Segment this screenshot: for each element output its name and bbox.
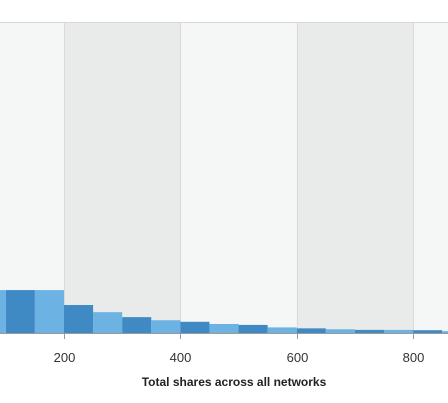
histogram-bar bbox=[384, 329, 414, 333]
x-tick-label: 600 bbox=[287, 350, 309, 365]
histogram-bar bbox=[0, 290, 6, 333]
histogram-bar bbox=[354, 329, 384, 333]
background-band bbox=[413, 22, 448, 333]
histogram-bar bbox=[122, 317, 152, 333]
x-ticks: 200 400 600 800 bbox=[54, 333, 425, 365]
x-tick-label: 400 bbox=[170, 350, 192, 365]
x-axis-title: Total shares across all networks bbox=[142, 375, 327, 389]
histogram-bar bbox=[34, 290, 64, 333]
background-band bbox=[180, 22, 297, 333]
histogram-bar bbox=[151, 320, 181, 333]
histogram-bar bbox=[64, 305, 94, 333]
histogram-bar bbox=[93, 312, 123, 333]
histogram-bar bbox=[209, 323, 239, 333]
histogram-bar bbox=[267, 327, 297, 333]
histogram-bar bbox=[442, 331, 448, 333]
histogram-bar bbox=[238, 324, 268, 333]
x-tick-label: 200 bbox=[54, 350, 76, 365]
background-band bbox=[0, 22, 64, 333]
histogram-bar bbox=[325, 329, 355, 333]
bars-group bbox=[0, 290, 448, 333]
background-bands bbox=[0, 22, 448, 333]
histogram-bar bbox=[296, 328, 326, 333]
background-band bbox=[64, 22, 181, 333]
background-band bbox=[296, 22, 414, 333]
histogram-bar bbox=[413, 330, 443, 333]
x-tick-label: 800 bbox=[403, 350, 425, 365]
histogram-bar bbox=[5, 290, 35, 333]
histogram-bar bbox=[180, 321, 210, 333]
